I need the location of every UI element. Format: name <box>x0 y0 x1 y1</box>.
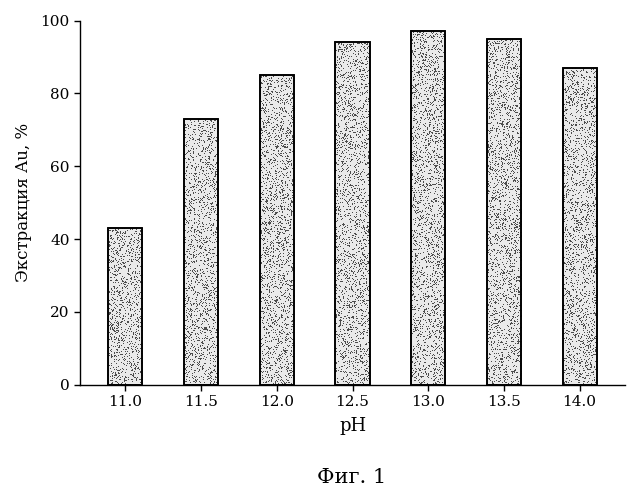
X-axis label: pH: pH <box>339 417 366 436</box>
Bar <box>184 119 218 385</box>
Bar <box>335 43 369 385</box>
Bar <box>108 228 143 385</box>
Bar <box>563 68 596 385</box>
Bar <box>260 75 294 385</box>
Bar <box>260 75 294 385</box>
Y-axis label: Экстракция Au, %: Экстракция Au, % <box>15 123 32 282</box>
Bar <box>487 39 521 385</box>
Text: Фиг. 1: Фиг. 1 <box>317 468 387 487</box>
Bar <box>335 43 369 385</box>
Bar <box>411 31 445 385</box>
Bar <box>108 228 143 385</box>
Bar <box>184 119 218 385</box>
Bar <box>487 39 521 385</box>
Bar <box>563 68 596 385</box>
Bar <box>411 31 445 385</box>
